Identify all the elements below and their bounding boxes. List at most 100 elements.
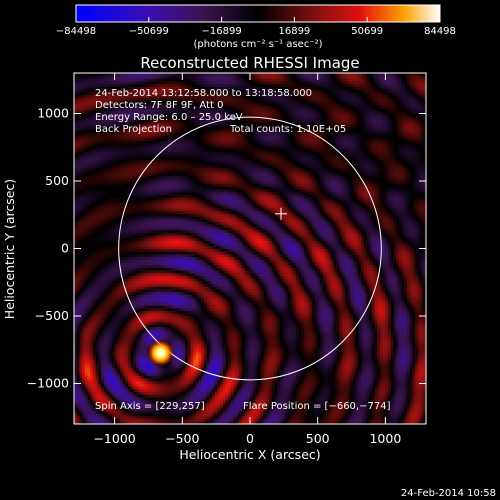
- heatmap-cell: [79, 283, 83, 287]
- heatmap-cell: [103, 340, 107, 344]
- heatmap-cell: [114, 108, 118, 112]
- heatmap-cell: [114, 164, 118, 168]
- heatmap-cell: [95, 380, 99, 384]
- heatmap-cell: [74, 386, 78, 390]
- heatmap-cell: [111, 378, 116, 382]
- heatmap-cell: [109, 345, 113, 349]
- heatmap-cell: [74, 229, 78, 233]
- heatmap-cell: [90, 334, 94, 339]
- heatmap-cell: [98, 164, 102, 168]
- heatmap-cell: [122, 178, 126, 182]
- heatmap-cell: [101, 81, 105, 85]
- heatmap-cell: [122, 313, 126, 317]
- heatmap-cell: [76, 297, 80, 301]
- heatmap-cell: [95, 324, 99, 328]
- heatmap-cell: [111, 229, 116, 233]
- heatmap-cell: [111, 199, 116, 204]
- heatmap-cell: [111, 86, 116, 90]
- heatmap-cell: [87, 189, 91, 193]
- heatmap-cell: [76, 291, 80, 295]
- heatmap-cell: [90, 154, 94, 158]
- heatmap-cell: [120, 353, 124, 357]
- heatmap-cell: [84, 286, 89, 290]
- heatmap-cell: [90, 199, 94, 204]
- heatmap-cell: [103, 159, 107, 163]
- heatmap-cell: [74, 167, 78, 171]
- heatmap-cell: [90, 172, 94, 177]
- heatmap-cell: [87, 294, 91, 298]
- heatmap-cell: [122, 224, 126, 228]
- heatmap-cell: [109, 186, 113, 190]
- heatmap-cell: [87, 337, 91, 341]
- heatmap-cell: [120, 97, 124, 101]
- heatmap-cell: [120, 405, 124, 409]
- heatmap-cell: [92, 294, 97, 298]
- heatmap-cell: [92, 415, 97, 420]
- heatmap-cell: [101, 278, 105, 282]
- heatmap-cell: [90, 399, 94, 403]
- heatmap-cell: [82, 137, 86, 141]
- heatmap-cell: [74, 199, 78, 204]
- heatmap-cell: [117, 402, 121, 406]
- heatmap-cell: [114, 334, 118, 339]
- heatmap-cell: [74, 108, 78, 112]
- heatmap-cell: [95, 108, 99, 112]
- heatmap-cell: [122, 289, 126, 293]
- heatmap-cell: [92, 121, 97, 125]
- heatmap-cell: [84, 337, 89, 341]
- heatmap-cell: [120, 324, 124, 328]
- heatmap-cell: [98, 73, 102, 77]
- heatmap-cell: [114, 337, 118, 341]
- heatmap-cell: [106, 178, 110, 182]
- heatmap-cell: [103, 313, 107, 317]
- heatmap-cell: [74, 348, 78, 352]
- colorbar-tick-label: 50699: [351, 26, 383, 37]
- heatmap-cell: [103, 402, 107, 406]
- heatmap-cell: [117, 267, 121, 271]
- heatmap-cell: [74, 326, 78, 330]
- heatmap-cell: [98, 299, 102, 303]
- heatmap-cell: [84, 175, 89, 179]
- heatmap-cell: [79, 178, 83, 182]
- heatmap-cell: [106, 375, 110, 379]
- heatmap-cell: [92, 216, 97, 220]
- heatmap-cell: [125, 183, 129, 187]
- heatmap-cell: [84, 251, 89, 255]
- heatmap-cell: [130, 251, 135, 255]
- heatmap-cell: [76, 340, 80, 344]
- heatmap-cell: [128, 370, 132, 374]
- heatmap-cell: [128, 216, 132, 220]
- heatmap-cell: [98, 105, 102, 109]
- heatmap-cell: [98, 259, 102, 263]
- heatmap-cell: [84, 397, 89, 401]
- heatmap-cell: [130, 332, 135, 336]
- heatmap-cell: [130, 302, 135, 306]
- heatmap-cell: [122, 186, 126, 190]
- heatmap-cell: [130, 259, 135, 263]
- heatmap-cell: [90, 129, 94, 133]
- heatmap-cell: [125, 402, 129, 406]
- heatmap-cell: [103, 415, 107, 420]
- heatmap-cell: [125, 191, 129, 195]
- heatmap-cell: [125, 137, 129, 141]
- heatmap-cell: [109, 137, 113, 141]
- heatmap-cell: [125, 280, 129, 285]
- heatmap-cell: [79, 251, 83, 255]
- heatmap-cell: [103, 259, 107, 263]
- heatmap-cell: [76, 353, 80, 357]
- heatmap-cell: [95, 143, 99, 147]
- heatmap-cell: [82, 194, 86, 198]
- heatmap-cell: [82, 399, 86, 403]
- heatmap-cell: [128, 116, 132, 120]
- heatmap-cell: [130, 170, 135, 174]
- heatmap-cell: [122, 248, 126, 252]
- heatmap-cell: [90, 159, 94, 163]
- heatmap-cell: [87, 181, 91, 185]
- heatmap-cell: [84, 326, 89, 330]
- heatmap-cell: [109, 189, 113, 193]
- heatmap-cell: [122, 343, 126, 347]
- heatmap-cell: [95, 356, 99, 360]
- heatmap-cell: [130, 253, 135, 258]
- heatmap-cell: [79, 313, 83, 317]
- heatmap-cell: [122, 386, 126, 390]
